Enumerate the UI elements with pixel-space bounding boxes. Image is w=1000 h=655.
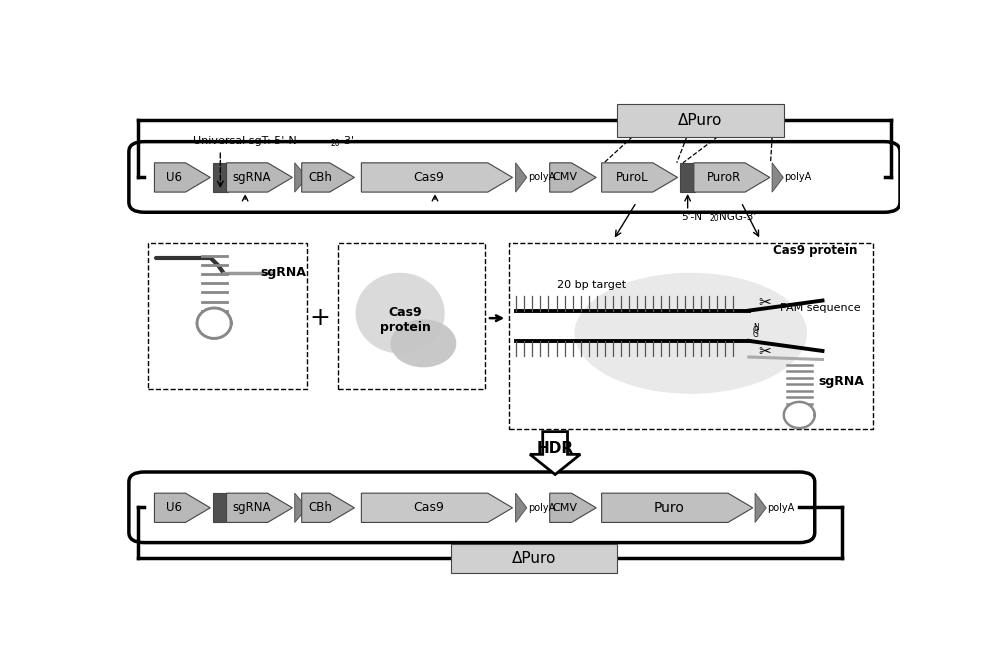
Text: N: N bbox=[753, 323, 759, 331]
Polygon shape bbox=[302, 163, 354, 192]
Text: ✂: ✂ bbox=[758, 345, 771, 360]
Polygon shape bbox=[755, 493, 766, 523]
Polygon shape bbox=[361, 493, 512, 523]
Polygon shape bbox=[295, 163, 307, 192]
Polygon shape bbox=[227, 163, 292, 192]
Bar bbox=[509, 242, 873, 429]
Polygon shape bbox=[694, 163, 770, 192]
Ellipse shape bbox=[574, 272, 807, 394]
Polygon shape bbox=[154, 163, 210, 192]
Text: ΔPuro: ΔPuro bbox=[512, 551, 556, 566]
Polygon shape bbox=[550, 493, 596, 523]
Text: sgRNA: sgRNA bbox=[232, 501, 271, 514]
Text: ΔPuro: ΔPuro bbox=[678, 113, 723, 128]
Bar bbox=[680, 163, 695, 192]
Text: G: G bbox=[753, 330, 759, 339]
Polygon shape bbox=[361, 163, 512, 192]
Ellipse shape bbox=[356, 272, 445, 354]
Text: CBh: CBh bbox=[308, 171, 332, 184]
Polygon shape bbox=[516, 493, 527, 523]
Bar bbox=[338, 242, 485, 389]
Text: HDR: HDR bbox=[537, 441, 574, 455]
Text: 20 bp target: 20 bp target bbox=[557, 280, 627, 290]
Text: CMV: CMV bbox=[553, 503, 578, 513]
Text: -3': -3' bbox=[340, 136, 355, 146]
Text: Cas9: Cas9 bbox=[414, 171, 444, 184]
Polygon shape bbox=[516, 163, 527, 192]
Text: CBh: CBh bbox=[308, 501, 332, 514]
Text: 5'-N: 5'-N bbox=[681, 212, 702, 222]
Bar bbox=[450, 544, 617, 573]
Polygon shape bbox=[154, 493, 210, 523]
Polygon shape bbox=[784, 402, 815, 428]
Text: polyA: polyA bbox=[528, 503, 555, 513]
Text: polyA: polyA bbox=[784, 172, 812, 183]
Text: sgRNA: sgRNA bbox=[232, 171, 271, 184]
Ellipse shape bbox=[390, 320, 456, 367]
Polygon shape bbox=[772, 163, 783, 192]
FancyBboxPatch shape bbox=[129, 472, 815, 542]
Text: sgRNA: sgRNA bbox=[819, 375, 864, 388]
Polygon shape bbox=[197, 308, 231, 339]
Bar bbox=[213, 163, 228, 192]
Text: U6: U6 bbox=[166, 171, 182, 184]
Polygon shape bbox=[550, 163, 596, 192]
FancyBboxPatch shape bbox=[129, 141, 900, 212]
Polygon shape bbox=[602, 493, 753, 523]
Text: 20: 20 bbox=[709, 214, 719, 223]
Text: polyA: polyA bbox=[767, 503, 795, 513]
Text: CMV: CMV bbox=[553, 172, 578, 183]
Polygon shape bbox=[602, 163, 678, 192]
Text: ✂: ✂ bbox=[758, 295, 771, 310]
Text: +: + bbox=[310, 306, 331, 330]
Text: U6: U6 bbox=[166, 501, 182, 514]
Polygon shape bbox=[227, 493, 292, 523]
Text: PAM sequence: PAM sequence bbox=[780, 303, 860, 313]
Text: G: G bbox=[753, 326, 759, 335]
Text: 20: 20 bbox=[330, 139, 340, 147]
Text: sgRNA: sgRNA bbox=[261, 267, 306, 279]
Text: Cas9 protein: Cas9 protein bbox=[773, 244, 857, 257]
Text: polyA: polyA bbox=[528, 172, 555, 183]
Text: NGG-3': NGG-3' bbox=[719, 212, 756, 222]
Text: Puro: Puro bbox=[654, 501, 685, 515]
Text: PuroR: PuroR bbox=[707, 171, 741, 184]
Bar bbox=[213, 493, 228, 523]
Bar bbox=[148, 242, 307, 389]
Text: PuroL: PuroL bbox=[615, 171, 648, 184]
Text: Universal sgT: 5'-N: Universal sgT: 5'-N bbox=[193, 136, 297, 146]
Polygon shape bbox=[530, 432, 580, 474]
Polygon shape bbox=[302, 493, 354, 523]
Text: Cas9
protein: Cas9 protein bbox=[380, 306, 431, 333]
Bar bbox=[617, 104, 784, 137]
Polygon shape bbox=[295, 493, 307, 523]
Text: Cas9: Cas9 bbox=[414, 501, 444, 514]
